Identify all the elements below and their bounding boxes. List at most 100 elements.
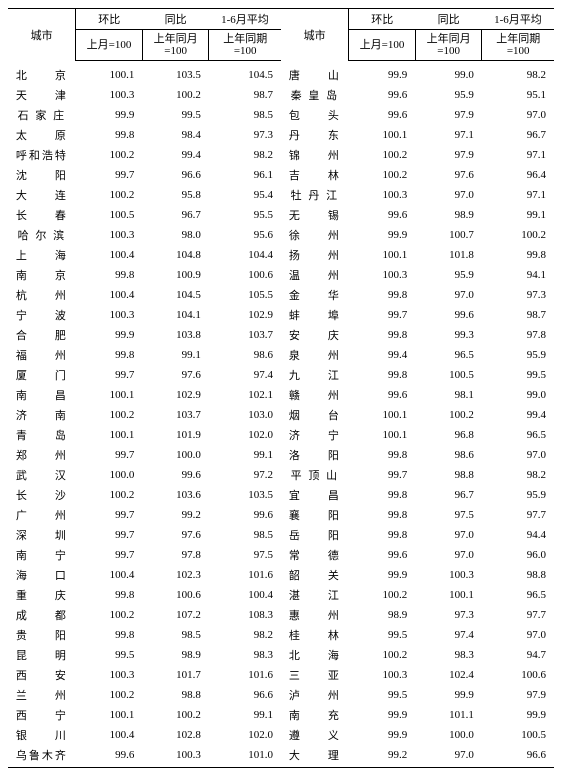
value-cell: 103.7 [209, 325, 281, 345]
city-cell: 泸 州 [281, 685, 349, 705]
header-sub3-left: 上年同期=100 [209, 30, 281, 61]
value-cell: 97.9 [415, 145, 482, 165]
value-cell: 97.5 [209, 545, 281, 565]
value-cell: 99.6 [349, 385, 416, 405]
value-cell: 104.5 [142, 285, 209, 305]
table-row: 兰 州100.298.896.6泸 州99.599.997.9 [8, 685, 554, 705]
value-cell: 95.5 [209, 205, 281, 225]
city-cell: 济 宁 [281, 425, 349, 445]
table-row: 呼和浩特100.299.498.2锦 州100.297.997.1 [8, 145, 554, 165]
value-cell: 100.4 [76, 565, 143, 585]
value-cell: 94.7 [482, 645, 554, 665]
value-cell: 99.8 [349, 365, 416, 385]
value-cell: 95.6 [209, 225, 281, 245]
header-g2-left: 同比 [142, 9, 209, 30]
value-cell: 100.2 [142, 85, 209, 105]
value-cell: 96.1 [209, 165, 281, 185]
value-cell: 96.6 [209, 685, 281, 705]
value-cell: 99.7 [76, 445, 143, 465]
value-cell: 99.6 [76, 745, 143, 767]
header-g1-left: 环比 [76, 9, 143, 30]
table-row: 南 昌100.1102.9102.1赣 州99.698.199.0 [8, 385, 554, 405]
city-cell: 湛 江 [281, 585, 349, 605]
value-cell: 99.9 [415, 685, 482, 705]
value-cell: 99.8 [349, 285, 416, 305]
table-row: 南 京99.8100.9100.6温 州100.395.994.1 [8, 265, 554, 285]
value-cell: 99.6 [142, 465, 209, 485]
value-cell: 97.7 [482, 605, 554, 625]
value-cell: 99.5 [142, 105, 209, 125]
value-cell: 100.3 [415, 565, 482, 585]
value-cell: 99.6 [349, 85, 416, 105]
city-cell: 秦 皇 岛 [281, 85, 349, 105]
value-cell: 97.6 [142, 365, 209, 385]
table-row: 乌鲁木齐99.6100.3101.0大 理99.297.096.6 [8, 745, 554, 767]
table-row: 海 口100.4102.3101.6韶 关99.9100.398.8 [8, 565, 554, 585]
value-cell: 100.2 [76, 145, 143, 165]
value-cell: 96.0 [482, 545, 554, 565]
value-cell: 99.8 [76, 345, 143, 365]
city-cell: 丹 东 [281, 125, 349, 145]
value-cell: 98.9 [415, 205, 482, 225]
value-cell: 96.5 [482, 585, 554, 605]
table-row: 天 津100.3100.298.7秦 皇 岛99.695.995.1 [8, 85, 554, 105]
table-row: 重 庆99.8100.6100.4湛 江100.2100.196.5 [8, 585, 554, 605]
value-cell: 100.2 [76, 485, 143, 505]
city-cell: 济 南 [8, 405, 76, 425]
table-row: 西 宁100.1100.299.1南 充99.9101.199.9 [8, 705, 554, 725]
value-cell: 96.7 [415, 485, 482, 505]
table-row: 杭 州100.4104.5105.5金 华99.897.097.3 [8, 285, 554, 305]
value-cell: 102.9 [209, 305, 281, 325]
value-cell: 108.3 [209, 605, 281, 625]
value-cell: 99.5 [349, 625, 416, 645]
value-cell: 102.1 [209, 385, 281, 405]
value-cell: 97.3 [482, 285, 554, 305]
value-cell: 95.9 [415, 85, 482, 105]
value-cell: 104.4 [209, 245, 281, 265]
header-g3-right: 1-6月平均 [482, 9, 554, 30]
value-cell: 100.2 [349, 645, 416, 665]
city-cell: 杭 州 [8, 285, 76, 305]
value-cell: 95.9 [482, 345, 554, 365]
value-cell: 100.3 [76, 305, 143, 325]
value-cell: 100.6 [142, 585, 209, 605]
value-cell: 99.0 [482, 385, 554, 405]
value-cell: 95.9 [482, 485, 554, 505]
city-cell: 西 安 [8, 665, 76, 685]
table-row: 宁 波100.3104.1102.9蚌 埠99.799.698.7 [8, 305, 554, 325]
value-cell: 99.0 [415, 61, 482, 85]
value-cell: 99.9 [349, 705, 416, 725]
value-cell: 99.9 [349, 225, 416, 245]
value-cell: 97.9 [482, 685, 554, 705]
value-cell: 100.2 [349, 165, 416, 185]
header-sub1-left: 上月=100 [76, 30, 143, 61]
value-cell: 102.0 [209, 725, 281, 745]
value-cell: 97.3 [415, 605, 482, 625]
value-cell: 99.6 [415, 305, 482, 325]
value-cell: 97.0 [415, 545, 482, 565]
value-cell: 100.3 [349, 665, 416, 685]
city-cell: 襄 阳 [281, 505, 349, 525]
value-cell: 99.8 [76, 125, 143, 145]
header-g3-left: 1-6月平均 [209, 9, 281, 30]
value-cell: 107.2 [142, 605, 209, 625]
table-row: 福 州99.899.198.6泉 州99.496.595.9 [8, 345, 554, 365]
value-cell: 99.6 [209, 505, 281, 525]
value-cell: 98.5 [209, 105, 281, 125]
value-cell: 100.5 [415, 365, 482, 385]
table-row: 郑 州99.7100.099.1洛 阳99.898.697.0 [8, 445, 554, 465]
value-cell: 96.7 [142, 205, 209, 225]
value-cell: 97.0 [415, 525, 482, 545]
table-row: 济 南100.2103.7103.0烟 台100.1100.299.4 [8, 405, 554, 425]
city-cell: 安 庆 [281, 325, 349, 345]
value-cell: 104.5 [209, 61, 281, 85]
value-cell: 99.5 [349, 685, 416, 705]
value-cell: 100.3 [76, 225, 143, 245]
city-cell: 厦 门 [8, 365, 76, 385]
header-city-right: 城市 [281, 9, 349, 61]
city-cell: 大 理 [281, 745, 349, 767]
city-cell: 深 圳 [8, 525, 76, 545]
value-cell: 103.6 [142, 485, 209, 505]
value-cell: 97.5 [415, 505, 482, 525]
city-cell: 洛 阳 [281, 445, 349, 465]
